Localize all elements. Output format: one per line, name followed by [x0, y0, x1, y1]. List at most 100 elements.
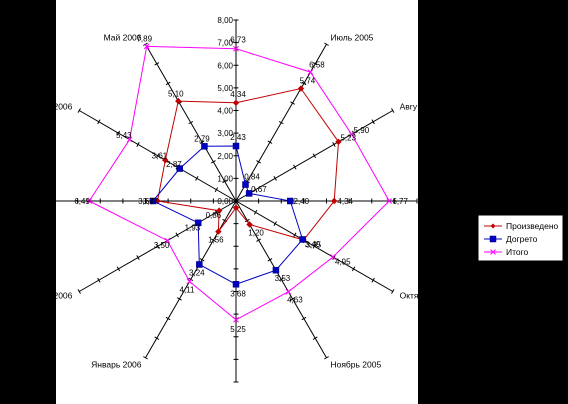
- legend: Произведено Догрето Итого: [484, 221, 559, 257]
- point-mark: [143, 43, 150, 50]
- tick-11-3: [199, 140, 205, 144]
- tick-1-8: [324, 42, 329, 46]
- tick-2-5: [332, 142, 336, 147]
- tick-2-3: [293, 164, 297, 170]
- tick-2-8: [391, 108, 395, 113]
- tick-5-2: [256, 238, 262, 242]
- tick-11-4: [188, 120, 194, 125]
- point-1-10: [176, 165, 184, 172]
- r-tick-label: 1,00: [217, 174, 233, 183]
- point-1-8: [194, 219, 202, 227]
- data-label: 0,86: [206, 211, 222, 220]
- r-tick-label: 3,00: [217, 129, 233, 138]
- series-layer: [86, 43, 393, 323]
- tick-2-7: [371, 119, 375, 125]
- tick-7-8: [143, 356, 148, 360]
- category-label: Январь 2006: [91, 360, 142, 370]
- data-label: 5,90: [354, 126, 370, 135]
- point-mark: [386, 198, 393, 204]
- point-0-2: [335, 138, 342, 146]
- point-mark: [330, 254, 336, 260]
- data-label: 1,56: [208, 235, 224, 244]
- axes-layer: [54, 19, 418, 383]
- tick-1-4: [278, 120, 284, 125]
- data-label: 6,73: [230, 36, 246, 45]
- tick-7-2: [210, 238, 216, 242]
- tick-8-1: [214, 209, 219, 215]
- point-mark: [164, 237, 171, 244]
- legend-marker-1: [489, 235, 497, 243]
- tick-8-4: [155, 243, 160, 249]
- tick-5-8: [324, 356, 329, 360]
- point-0-6: [232, 204, 240, 211]
- tick-10-5: [136, 142, 140, 147]
- tick-2-6: [351, 130, 356, 136]
- tick-1-6: [301, 81, 307, 86]
- point-1-11: [201, 143, 208, 150]
- legend-marker-0: [490, 223, 496, 229]
- tick-10-8: [77, 108, 81, 113]
- tick-10-7: [97, 119, 101, 125]
- category-label: Май 2006: [104, 32, 142, 42]
- category-label: Октя: [400, 290, 419, 300]
- data-label: 5,23: [340, 133, 356, 142]
- tick-4-3: [293, 232, 297, 238]
- data-label: 3,47: [143, 197, 159, 206]
- point-2-10: [126, 136, 133, 143]
- tick-4-1: [253, 209, 258, 215]
- r-tick-label: 4,00: [217, 107, 233, 116]
- data-label: 5,74: [300, 77, 316, 86]
- tick-8-6: [116, 266, 121, 272]
- point-mark: [126, 136, 133, 143]
- point-0-1: [297, 85, 305, 92]
- legend-label-0: Произведено: [506, 221, 559, 231]
- data-label: 1,20: [248, 228, 264, 237]
- point-1-7: [196, 261, 203, 268]
- tick-1-3: [267, 140, 273, 144]
- tick-1-7: [312, 62, 318, 66]
- tick-5-1: [244, 218, 250, 223]
- tick-2-1: [253, 187, 258, 193]
- tick-1-5: [290, 101, 295, 105]
- labels-layer: 0,00 1,00 2,00 3,00 4,00 5,00 6,00 7,00 8,00 Июль…: [53, 16, 418, 370]
- point-mark: [233, 316, 239, 323]
- data-label: 3,61: [152, 152, 168, 161]
- tick-4-7: [371, 277, 375, 283]
- point-1-9: [149, 197, 157, 205]
- legend-label-1: Догрето: [506, 234, 538, 244]
- point-mark: [186, 278, 193, 285]
- data-label: 6,58: [309, 60, 325, 69]
- point-1-5: [272, 266, 280, 274]
- data-label: 5,43: [116, 131, 132, 140]
- tick-4-6: [351, 266, 356, 272]
- tick-5-4: [278, 277, 284, 282]
- data-label: 5,10: [168, 89, 184, 98]
- tick-11-6: [165, 81, 171, 86]
- point-0-5: [246, 221, 253, 228]
- r-tick-label: 6,00: [217, 61, 233, 70]
- tick-7-6: [165, 316, 171, 321]
- tick-10-6: [116, 130, 121, 136]
- data-label: 3,24: [189, 268, 205, 277]
- tick-7-4: [188, 277, 194, 282]
- data-label: 3,45: [306, 241, 322, 250]
- point-0-11: [175, 97, 182, 105]
- tick-2-2: [273, 175, 277, 181]
- tick-8-8: [77, 289, 81, 294]
- point-2-11: [143, 43, 150, 50]
- point-0-3: [330, 197, 338, 205]
- tick-11-7: [154, 62, 160, 66]
- point-mark: [233, 45, 239, 52]
- r-tick-label: 7,00: [217, 39, 233, 48]
- point-0-0: [232, 99, 240, 107]
- point-2-8: [164, 237, 171, 244]
- data-label: 2,87: [166, 160, 182, 169]
- data-label: 4,34: [230, 90, 246, 99]
- r-tick-label: 2,00: [217, 152, 233, 161]
- point-mark: [86, 198, 93, 204]
- tick-5-7: [312, 336, 318, 340]
- point-1-4: [299, 236, 306, 243]
- tick-4-4: [312, 243, 317, 249]
- point-2-9: [86, 198, 93, 204]
